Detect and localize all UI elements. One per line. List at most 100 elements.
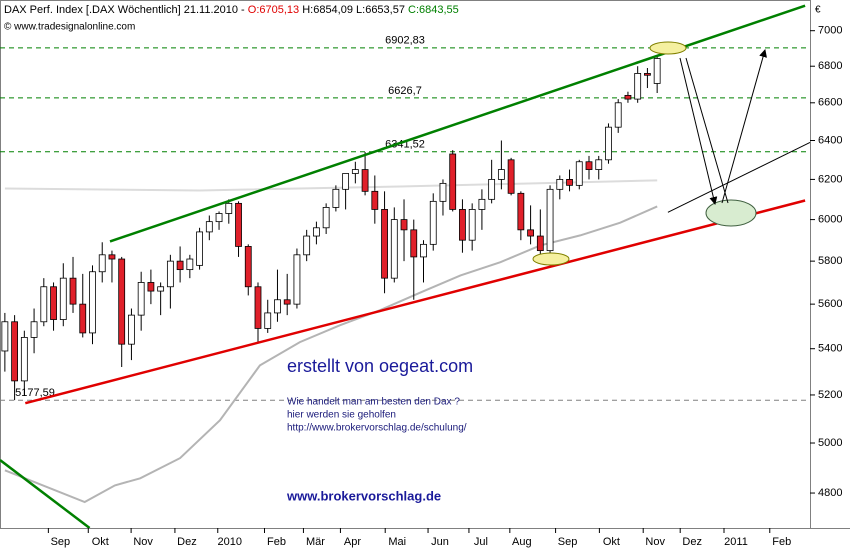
chart-header: DAX Perf. Index [.DAX Wöchentlich] 21.11… (4, 4, 459, 16)
x-tick-label: Okt (603, 536, 620, 548)
x-tick-label: Jun (431, 536, 449, 548)
target-ellipse (705, 199, 757, 227)
candle-body (254, 286, 262, 329)
x-tick-label: Apr (344, 536, 361, 548)
candle-body (566, 179, 573, 186)
candle-body (605, 126, 612, 161)
candle-body (215, 213, 223, 223)
candle-body (20, 337, 28, 382)
candle-body (59, 277, 67, 320)
credit: erstellt von oegeat.com (287, 356, 473, 376)
y-tick-label: 6200 (818, 173, 842, 185)
source: © www.tradesignalonline.com (4, 22, 135, 33)
x-tick-label: Jul (474, 536, 488, 548)
x-tick-label: 2010 (218, 536, 242, 548)
y-tick-label: 5800 (818, 255, 842, 267)
candle-body (11, 321, 19, 382)
candle-body (89, 271, 96, 334)
x-tick-label: Feb (267, 536, 286, 548)
candle-body (400, 219, 408, 231)
candle-body (546, 188, 554, 252)
x-tick-label: Dez (177, 536, 197, 548)
candle-body (322, 207, 330, 229)
candle-body (69, 277, 77, 305)
candle-body (624, 94, 632, 100)
candle-body (166, 260, 174, 288)
trend-line (0, 459, 91, 529)
candle-body (381, 209, 388, 279)
header-open: O:6705,13 (248, 4, 299, 16)
candle-body (196, 231, 203, 266)
level-label: 6341,52 (385, 139, 425, 151)
candle-body (244, 246, 252, 288)
header-high-low: H:6854,09 L:6653,57 (302, 4, 405, 16)
candle-body (293, 254, 301, 305)
note-line: Wie handelt man am besten den Dax ? (287, 397, 460, 408)
candle-body (186, 258, 194, 271)
candle-body (575, 161, 583, 186)
candle-body (390, 219, 398, 279)
level-label: 6902,83 (385, 35, 425, 47)
candle-body (361, 169, 369, 192)
y-tick-label: 6000 (818, 214, 842, 226)
candle-body (585, 161, 593, 170)
candle-body (468, 209, 476, 241)
y-tick-label: 5200 (818, 389, 842, 401)
x-tick-label: Sep (51, 536, 71, 548)
candle-body (517, 192, 525, 231)
candle-body (303, 235, 311, 256)
candle-body (128, 314, 135, 345)
candle-body (1, 321, 9, 352)
trend-line (109, 4, 806, 243)
link[interactable]: www.brokervorschlag.de (286, 488, 441, 503)
x-tick-label: Sep (558, 536, 578, 548)
candle-body (235, 202, 242, 247)
level-label: 6626,7 (388, 85, 422, 97)
header-title: DAX Perf. Index [.DAX Wöchentlich] 21.11… (4, 4, 245, 16)
candle-body (478, 198, 486, 210)
moving-average (4, 179, 658, 192)
candle-body (429, 200, 437, 245)
y-tick-label: 6400 (818, 134, 842, 146)
y-tick-label: 4800 (818, 487, 842, 499)
candle-body (653, 58, 661, 84)
candle-body (497, 169, 505, 180)
candle-body (410, 229, 418, 258)
candle-body (313, 227, 320, 237)
candle-body (507, 159, 515, 194)
x-tick-label: Nov (645, 536, 665, 548)
candle-body (371, 190, 379, 210)
candle-body (527, 229, 534, 237)
candle-body (420, 243, 427, 258)
candle-body (536, 235, 544, 252)
candle-body (332, 188, 340, 208)
note-line: http://www.brokervorschlag.de/schulung/ (287, 423, 467, 434)
candle-body (30, 321, 38, 338)
arrow (721, 49, 767, 204)
moving-average (4, 205, 658, 504)
y-tick-label: 7000 (818, 25, 842, 37)
candle-body (488, 179, 496, 200)
x-tick-label: Mai (388, 536, 406, 548)
candle-body (595, 159, 603, 170)
x-tick-label: Nov (133, 536, 153, 548)
y-tick-label: 5600 (818, 298, 842, 310)
note-line: hier werden sie geholfen (287, 410, 396, 421)
trend-line (24, 199, 806, 405)
candle-body (50, 286, 57, 320)
highlight-ellipse (532, 252, 570, 266)
currency: € (815, 5, 821, 16)
y-tick-label: 5400 (818, 343, 842, 355)
y-tick-label: 6600 (818, 97, 842, 109)
level-label: 5177,59 (15, 387, 55, 399)
candle-body (40, 286, 48, 323)
x-tick-label: 2011 (724, 536, 748, 548)
x-tick-label: Mär (306, 536, 325, 548)
candle-body (283, 299, 291, 305)
plot-area (0, 0, 811, 529)
arrow (679, 57, 718, 205)
candle-body (644, 73, 651, 76)
x-tick-label: Feb (772, 536, 791, 548)
